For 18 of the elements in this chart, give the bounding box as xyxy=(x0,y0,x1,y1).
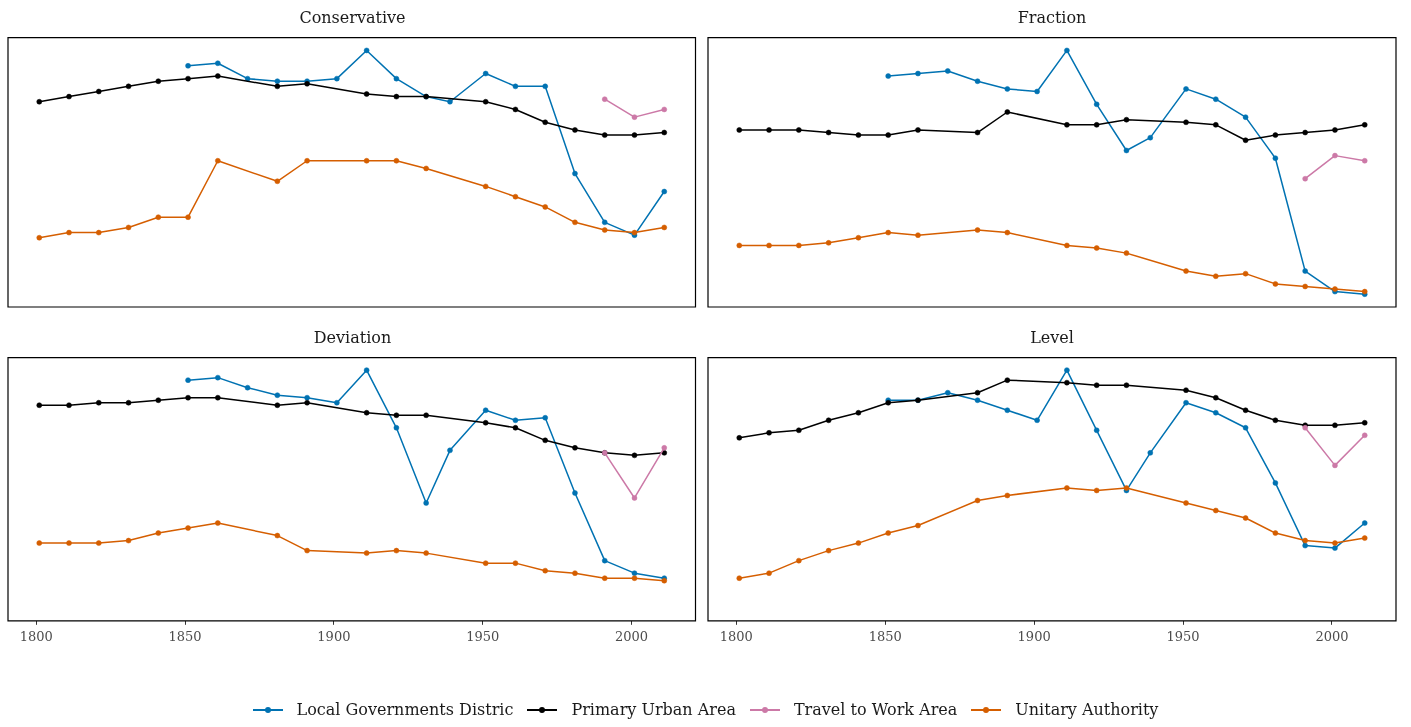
legend-label: Travel to Work Area xyxy=(793,700,958,720)
x-tick-label: 2000 xyxy=(614,628,649,644)
x-tick-label: 1900 xyxy=(317,628,351,644)
chart-title: Deviation xyxy=(312,328,393,348)
chart-title: Level xyxy=(1029,328,1075,348)
x-tick-label: 1950 xyxy=(466,628,500,644)
chart-title: Fraction xyxy=(1016,8,1088,28)
legend-label: Unitary Authority xyxy=(1015,700,1159,720)
x-tick-label: 2000 xyxy=(1315,628,1349,644)
x-tick-label: 1800 xyxy=(719,628,753,644)
x-tick-label: 1950 xyxy=(1166,628,1200,644)
legend-label: Local Governments Distric xyxy=(296,700,514,720)
x-tick-label: 1850 xyxy=(168,628,202,644)
legend-label: Primary Urban Area xyxy=(571,700,736,720)
chart-title: Conservative xyxy=(298,8,407,28)
x-tick-label: 1850 xyxy=(868,628,902,644)
x-tick-label: 1900 xyxy=(1017,628,1051,644)
x-tick-label: 1800 xyxy=(19,628,53,644)
